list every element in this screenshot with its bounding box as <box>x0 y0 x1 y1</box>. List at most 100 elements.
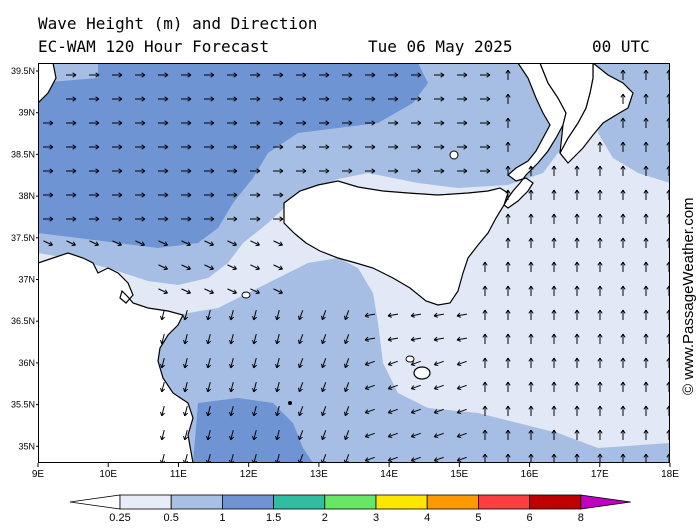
wave-arrow <box>643 237 649 248</box>
wave-arrow <box>456 456 467 463</box>
model-label: EC-WAM 120 Hour Forecast <box>38 37 270 56</box>
wave-arrow <box>204 216 215 222</box>
land-sicily <box>283 180 509 306</box>
wave-arrow <box>434 120 445 126</box>
lon-label-11E: 11E <box>170 469 187 480</box>
wave-arrow <box>482 285 488 296</box>
lat-label-38.5N: 38.5N <box>11 149 35 159</box>
wave-arrow <box>89 240 99 247</box>
legend-label-5: 5 <box>475 512 481 524</box>
wave-arrow <box>387 312 399 318</box>
wave-arrow <box>364 384 375 391</box>
wave-arrow <box>160 382 165 393</box>
wave-arrow <box>206 310 211 321</box>
wave-arrow <box>597 165 603 176</box>
legend-label-1: 1 <box>219 512 225 524</box>
wave-arrow <box>620 69 626 80</box>
wave-arrow <box>505 165 511 176</box>
land-gozo <box>405 355 415 363</box>
wave-arrow <box>158 168 169 174</box>
wave-arrow <box>410 456 421 463</box>
land-pantelleria <box>241 291 251 299</box>
wave-arrow <box>433 360 444 367</box>
wave-arrow <box>296 168 307 174</box>
legend-swatch <box>529 494 582 510</box>
wave-arrow <box>620 285 626 296</box>
wave-arrow <box>342 72 353 78</box>
wave-arrow <box>206 406 211 417</box>
wave-arrow <box>250 288 260 295</box>
wave-arrow <box>574 189 580 200</box>
wave-arrow <box>297 406 304 417</box>
wave-arrow <box>275 358 280 369</box>
wave-arrow <box>456 312 468 318</box>
wave-arrow <box>273 96 284 102</box>
wave-arrow <box>43 144 54 150</box>
wave-arrow <box>551 237 557 248</box>
wave-arrow <box>135 168 146 174</box>
wave-arrow <box>297 358 304 369</box>
wave-arrow <box>482 405 488 416</box>
wave-arrow <box>433 456 444 463</box>
wave-arrow <box>505 213 511 224</box>
wave-arrow <box>364 312 376 318</box>
wave-arrow <box>160 358 165 369</box>
wave-arrow <box>410 432 421 439</box>
wave-arrow <box>620 93 626 104</box>
wave-arrow <box>204 120 215 126</box>
wave-arrow <box>229 334 234 345</box>
wave-arrow <box>643 429 649 440</box>
wave-arrow <box>643 381 649 392</box>
wave-arrow <box>505 333 511 344</box>
wave-arrow <box>250 240 260 247</box>
wave-map-svg <box>38 63 670 463</box>
wave-arrow <box>135 192 146 198</box>
legend-left-cap <box>69 494 121 510</box>
wave-arrow <box>181 216 192 222</box>
wave-arrow <box>206 382 211 393</box>
wave-arrow <box>620 141 626 152</box>
wave-arrow <box>320 430 327 441</box>
legend-swatch <box>221 494 274 510</box>
legend-swatch <box>426 494 479 510</box>
wave-arrow <box>433 432 444 439</box>
wave-arrow <box>296 96 307 102</box>
wave-arrow <box>528 213 534 224</box>
wave-arrow <box>456 336 468 342</box>
wave-arrow <box>273 240 283 247</box>
wave-arrow <box>364 360 375 367</box>
wave-arrow <box>528 381 534 392</box>
wave-arrow <box>574 309 580 320</box>
wave-arrow <box>275 406 280 417</box>
wave-arrow <box>252 430 257 441</box>
wave-arrow <box>66 168 77 174</box>
sea-high-north-patch <box>98 63 418 93</box>
lat-label-36.5N: 36.5N <box>11 316 35 326</box>
wave-arrow <box>551 405 557 416</box>
wave-arrow <box>250 96 261 102</box>
wave-arrow <box>183 358 188 369</box>
wave-arrow <box>273 168 284 174</box>
wave-arrow <box>250 72 261 78</box>
wave-arrow <box>43 120 54 126</box>
wave-arrow <box>388 168 399 174</box>
wave-arrow <box>505 357 511 368</box>
wave-arrow <box>66 240 76 247</box>
wave-arrow <box>620 189 626 200</box>
wave-arrow <box>482 309 488 320</box>
wave-arrow <box>482 333 488 344</box>
wave-arrow <box>574 405 580 416</box>
wave-arrow <box>574 165 580 176</box>
wave-arrow <box>112 240 122 247</box>
wave-arrow <box>482 429 488 440</box>
wave-arrow <box>620 165 626 176</box>
wave-arrow <box>620 381 626 392</box>
lon-label-10E: 10E <box>99 469 117 480</box>
wave-arrow <box>250 216 261 222</box>
wave-arrow <box>365 120 376 126</box>
wave-arrow <box>457 96 468 102</box>
wave-arrow <box>158 264 168 271</box>
wave-arrow <box>227 120 238 126</box>
wave-arrow <box>89 168 100 174</box>
wave-arrow <box>66 216 77 222</box>
